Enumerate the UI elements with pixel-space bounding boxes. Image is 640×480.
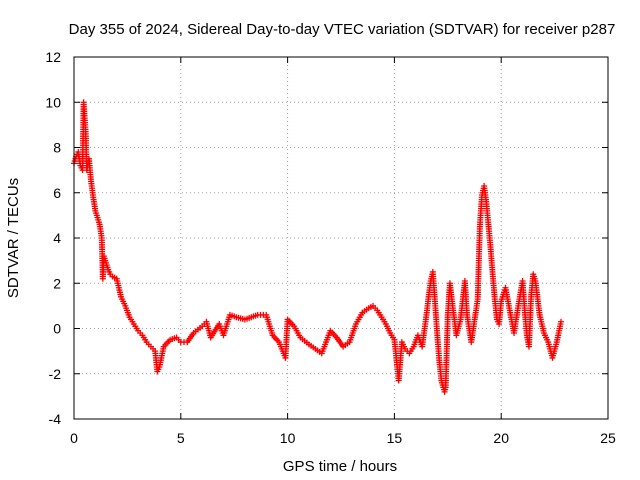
y-tick-label: 12 <box>45 49 61 65</box>
y-tick-label: -2 <box>49 366 62 382</box>
y-tick-label: 6 <box>53 185 61 201</box>
plot-area-frame <box>73 56 609 420</box>
x-tick-label: 25 <box>600 430 616 446</box>
x-tick-label: 20 <box>493 430 509 446</box>
x-tick-label: 0 <box>70 430 78 446</box>
data-point <box>558 318 565 325</box>
y-tick-label: -4 <box>49 411 62 427</box>
x-tick-label: 5 <box>177 430 185 446</box>
x-axis-label: GPS time / hours <box>283 458 397 475</box>
grid-lines <box>74 57 608 419</box>
x-tick-label: 15 <box>387 430 403 446</box>
x-tick-label: 10 <box>280 430 296 446</box>
y-tick-label: 10 <box>45 94 61 110</box>
axis-ticks: 0 5 10 15 20 25 -4 -2 0 2 4 6 8 10 12 <box>45 49 616 446</box>
y-tick-label: 0 <box>53 321 61 337</box>
y-tick-label: 2 <box>53 275 61 291</box>
y-tick-label: 8 <box>53 140 61 156</box>
y-tick-label: 4 <box>53 230 61 246</box>
data-points <box>71 99 565 395</box>
chart-title: Day 355 of 2024, Sidereal Day-to-day VTE… <box>69 21 616 38</box>
y-axis-label: SDTVAR / TECUs <box>5 178 22 298</box>
